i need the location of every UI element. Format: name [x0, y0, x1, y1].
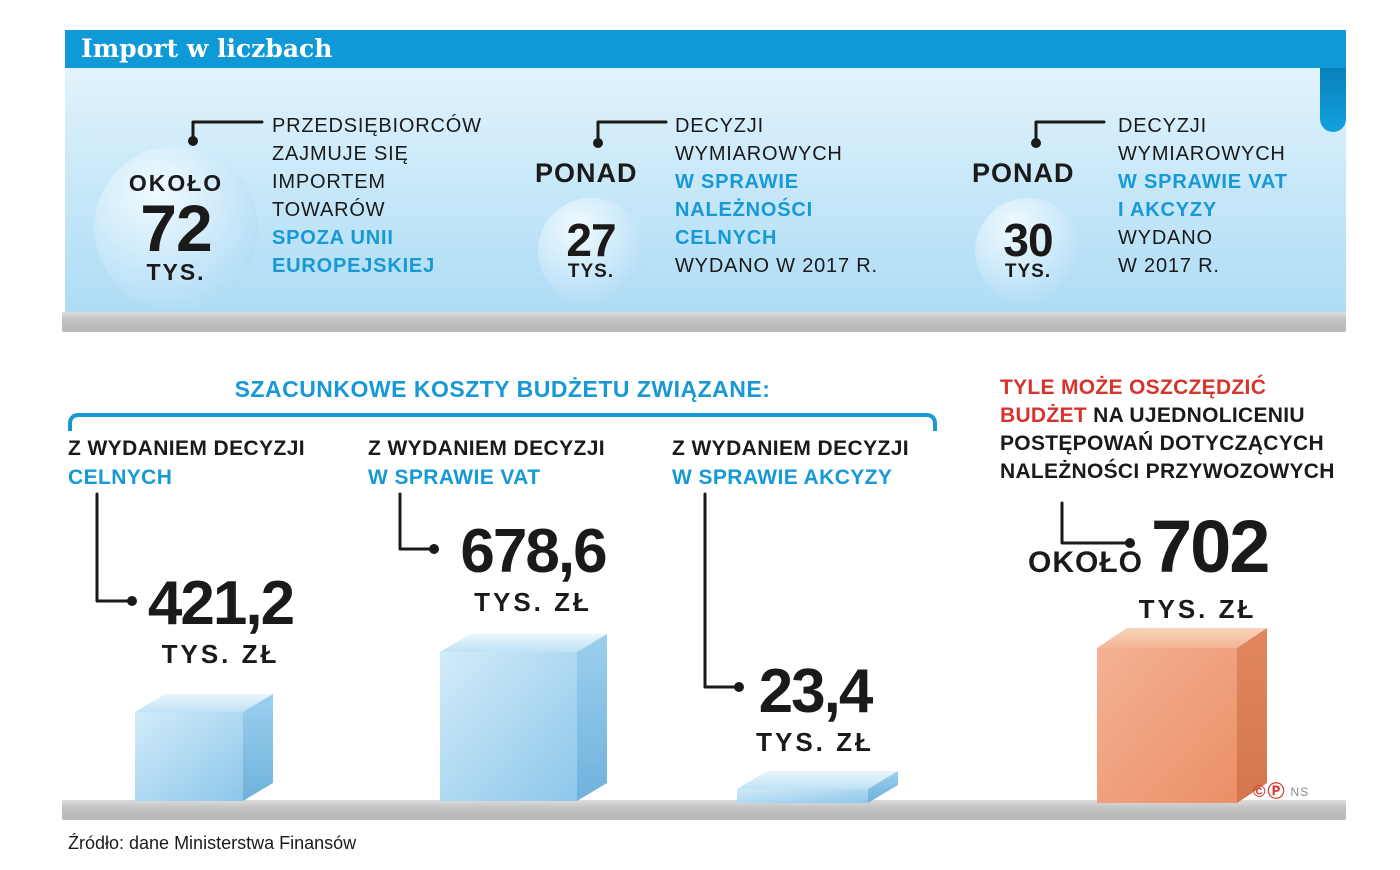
stat-circle-vat: 30 TYS. — [975, 198, 1081, 304]
stat-desc-line: DECYZJI — [675, 115, 764, 137]
copyright-icon: © — [1253, 782, 1266, 801]
copyright-marks: © Ⓟ NS — [1253, 783, 1309, 800]
savings-desc-word: BUDŻET — [1000, 404, 1087, 427]
stat-desc-line: IMPORTEM — [272, 171, 386, 193]
category-label-line: Z WYDANIEM DECYZJI — [368, 437, 606, 460]
savings-description: TYLE MOŻE OSZCZĘDZIĆ BUDŻET NA UJEDNOLIC… — [1000, 374, 1335, 486]
stat-desc-line: SPOZA UNII — [272, 227, 394, 249]
bottom-shelf — [62, 800, 1346, 820]
value-celnych: 421,2 TYS. ZŁ — [138, 573, 303, 670]
stat-desc-line: WYDANO W 2017 R. — [675, 255, 878, 277]
bar-vat — [440, 634, 607, 801]
stat-desc-line: PRZEDSIĘBIORCÓW — [272, 115, 482, 137]
value-unit: TYS. ZŁ — [161, 639, 280, 669]
value-unit: TYS. ZŁ — [756, 727, 874, 757]
stat-desc-line: W 2017 R. — [1118, 255, 1220, 277]
stat-description-customs: DECYZJI WYMIAROWYCH W SPRAWIE NALEŻNOŚCI… — [675, 112, 878, 280]
stat-qualifier-vat: PONAD — [972, 158, 1075, 188]
value-number: 702 — [1151, 505, 1270, 588]
value-number: 678,6 — [460, 517, 607, 586]
stat-qualifier-customs: PONAD — [535, 158, 638, 188]
stat-qualifier: OKOŁO — [128, 170, 224, 196]
category-label-line: Z WYDANIEM DECYZJI — [672, 437, 910, 460]
category-label-line: W SPRAWIE AKCYZY — [672, 466, 893, 489]
top-shelf — [62, 312, 1346, 332]
value-unit: TYS. ZŁ — [474, 587, 592, 617]
stat-desc-line: CELNYCH — [675, 227, 778, 249]
stat-circle-importers: OKOŁO 72 TYS. — [94, 146, 258, 310]
author-initials: NS — [1290, 784, 1310, 799]
stat-desc-line: W SPRAWIE VAT — [1118, 171, 1288, 193]
category-label-line: Z WYDANIEM DECYZJI — [68, 437, 306, 460]
top-panel — [65, 68, 1346, 312]
savings-desc-word: NA UJEDNOLICENIU — [1093, 404, 1305, 427]
bar-celnych — [135, 694, 273, 801]
header-bar: Import w liczbach — [65, 30, 1346, 68]
page-title: Import w liczbach — [81, 34, 333, 63]
source-note: Źródło: dane Ministerstwa Finansów — [68, 833, 357, 853]
savings-desc-line: TYLE MOŻE OSZCZĘDZIĆ — [1000, 376, 1267, 399]
stat-value: 30 — [1003, 214, 1053, 266]
value-number: 421,2 — [147, 569, 295, 638]
stat-unit: TYS. — [567, 261, 615, 282]
stat-circle-customs: 27 TYS. — [538, 198, 644, 304]
category-label-line: CELNYCH — [68, 466, 173, 489]
stat-unit: TYS. — [146, 259, 206, 285]
stat-value: 72 — [140, 191, 212, 265]
category-label-celnych: Z WYDANIEM DECYZJI CELNYCH — [68, 434, 305, 492]
stat-desc-line: NALEŻNOŚCI — [675, 199, 813, 221]
chart-title: SZACUNKOWE KOSZTY BUDŻETU ZWIĄZANE: — [234, 376, 771, 402]
value-unit: TYS. ZŁ — [1138, 594, 1257, 624]
stat-desc-line: I AKCYZY — [1118, 199, 1217, 221]
value-number: 23,4 — [758, 657, 874, 726]
stat-description-vat: DECYZJI WYMIAROWYCH W SPRAWIE VAT I AKCY… — [1118, 112, 1288, 280]
stat-desc-line: WYMIAROWYCH — [675, 143, 843, 165]
page-curl-decoration — [1320, 66, 1346, 132]
stat-desc-line: WYMIAROWYCH — [1118, 143, 1286, 165]
p-mark-icon: Ⓟ — [1267, 782, 1285, 801]
stat-description-importers: PRZEDSIĘBIORCÓW ZAJMUJE SIĘ IMPORTEM TOW… — [272, 112, 482, 280]
stat-desc-line: EUROPEJSKIEJ — [272, 255, 435, 277]
value-savings: OKOŁO 702 — [1028, 505, 1270, 588]
value-akcyzy: 23,4 TYS. ZŁ — [745, 661, 885, 758]
category-label-akcyzy: Z WYDANIEM DECYZJI W SPRAWIE AKCYZY — [672, 434, 909, 492]
stat-desc-line: WYDANO — [1118, 227, 1213, 249]
stat-desc-line: TOWARÓW — [272, 199, 386, 221]
stat-value: 27 — [566, 214, 616, 266]
category-label-vat: Z WYDANIEM DECYZJI W SPRAWIE VAT — [368, 434, 605, 492]
stat-desc-line: DECYZJI — [1118, 115, 1207, 137]
savings-desc-line: POSTĘPOWAŃ DOTYCZĄCYCH — [1000, 432, 1324, 455]
bar-savings — [1097, 628, 1267, 803]
savings-desc-line: NALEŻNOŚCI PRZYWOZOWYCH — [1000, 460, 1335, 483]
bracket-decoration — [68, 413, 937, 431]
stat-desc-line: W SPRAWIE — [675, 171, 799, 193]
savings-qualifier: OKOŁO — [1028, 546, 1143, 579]
value-vat: 678,6 TYS. ZŁ — [443, 521, 623, 618]
category-label-line: W SPRAWIE VAT — [368, 466, 541, 489]
stat-unit: TYS. — [1004, 261, 1052, 282]
bar-akcyzy — [737, 771, 898, 803]
stat-desc-line: ZAJMUJE SIĘ — [272, 143, 409, 165]
